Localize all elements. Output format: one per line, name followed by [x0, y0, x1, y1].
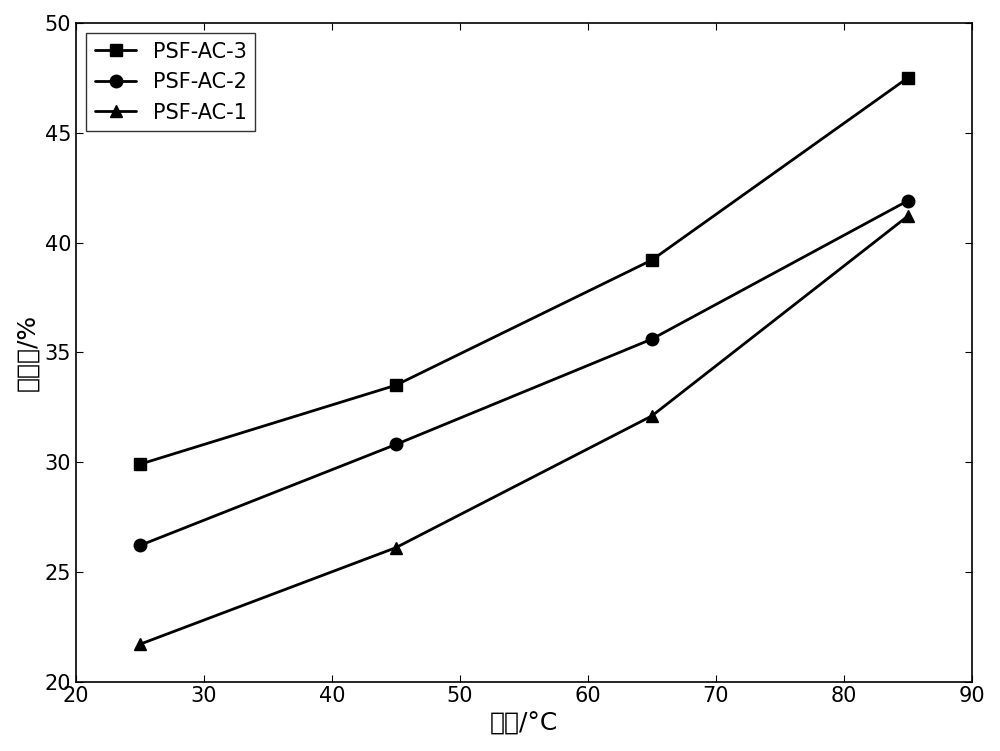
Line: PSF-AC-2: PSF-AC-2 — [134, 195, 914, 552]
PSF-AC-3 — [134, 460, 146, 469]
PSF-AC-3 — [646, 255, 658, 264]
Line: PSF-AC-3: PSF-AC-3 — [134, 71, 914, 470]
Y-axis label: 吸水率/%: 吸水率/% — [15, 314, 39, 391]
PSF-AC-1 — [902, 212, 914, 221]
PSF-AC-1 — [390, 543, 402, 552]
Legend: PSF-AC-3, PSF-AC-2, PSF-AC-1: PSF-AC-3, PSF-AC-2, PSF-AC-1 — [86, 33, 255, 131]
PSF-AC-1 — [134, 640, 146, 649]
PSF-AC-2 — [134, 541, 146, 550]
PSF-AC-2 — [646, 335, 658, 344]
PSF-AC-3 — [390, 381, 402, 390]
PSF-AC-2 — [390, 440, 402, 449]
PSF-AC-2 — [902, 196, 914, 205]
Line: PSF-AC-1: PSF-AC-1 — [134, 210, 914, 650]
PSF-AC-3 — [902, 74, 914, 83]
PSF-AC-1 — [646, 412, 658, 421]
X-axis label: 温度/°C: 温度/°C — [490, 712, 558, 736]
